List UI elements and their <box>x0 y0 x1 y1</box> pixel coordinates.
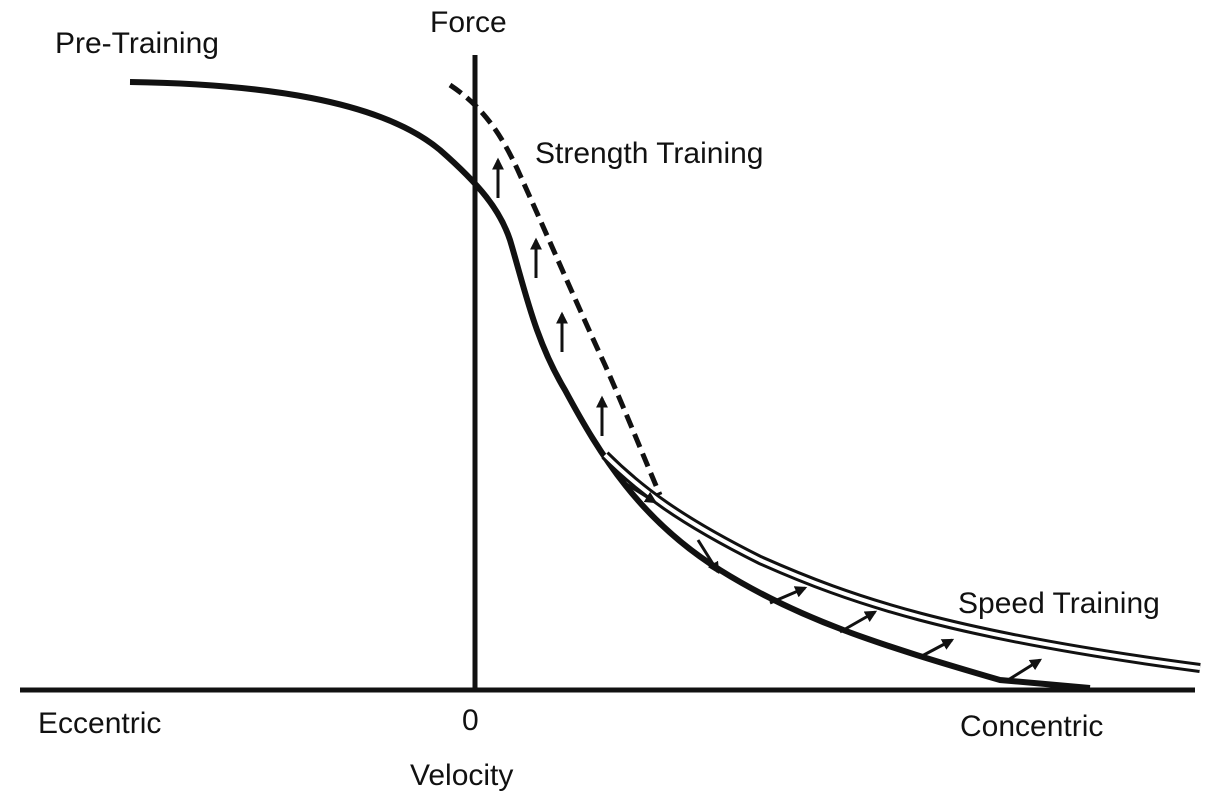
velocity-label: Velocity <box>410 759 513 792</box>
speed-arrows <box>619 478 1043 682</box>
zero-label: 0 <box>462 704 479 737</box>
pre-training-curve <box>129 79 1091 691</box>
strength-arrows <box>492 157 608 436</box>
force-label: Force <box>430 6 507 39</box>
strength-training-label: Strength Training <box>535 137 763 170</box>
pre-training-label: Pre-Training <box>55 27 219 60</box>
strength-training-curve <box>448 82 663 496</box>
eccentric-label: Eccentric <box>38 707 161 740</box>
speed-training-label: Speed Training <box>958 587 1160 620</box>
concentric-label: Concentric <box>960 710 1103 743</box>
